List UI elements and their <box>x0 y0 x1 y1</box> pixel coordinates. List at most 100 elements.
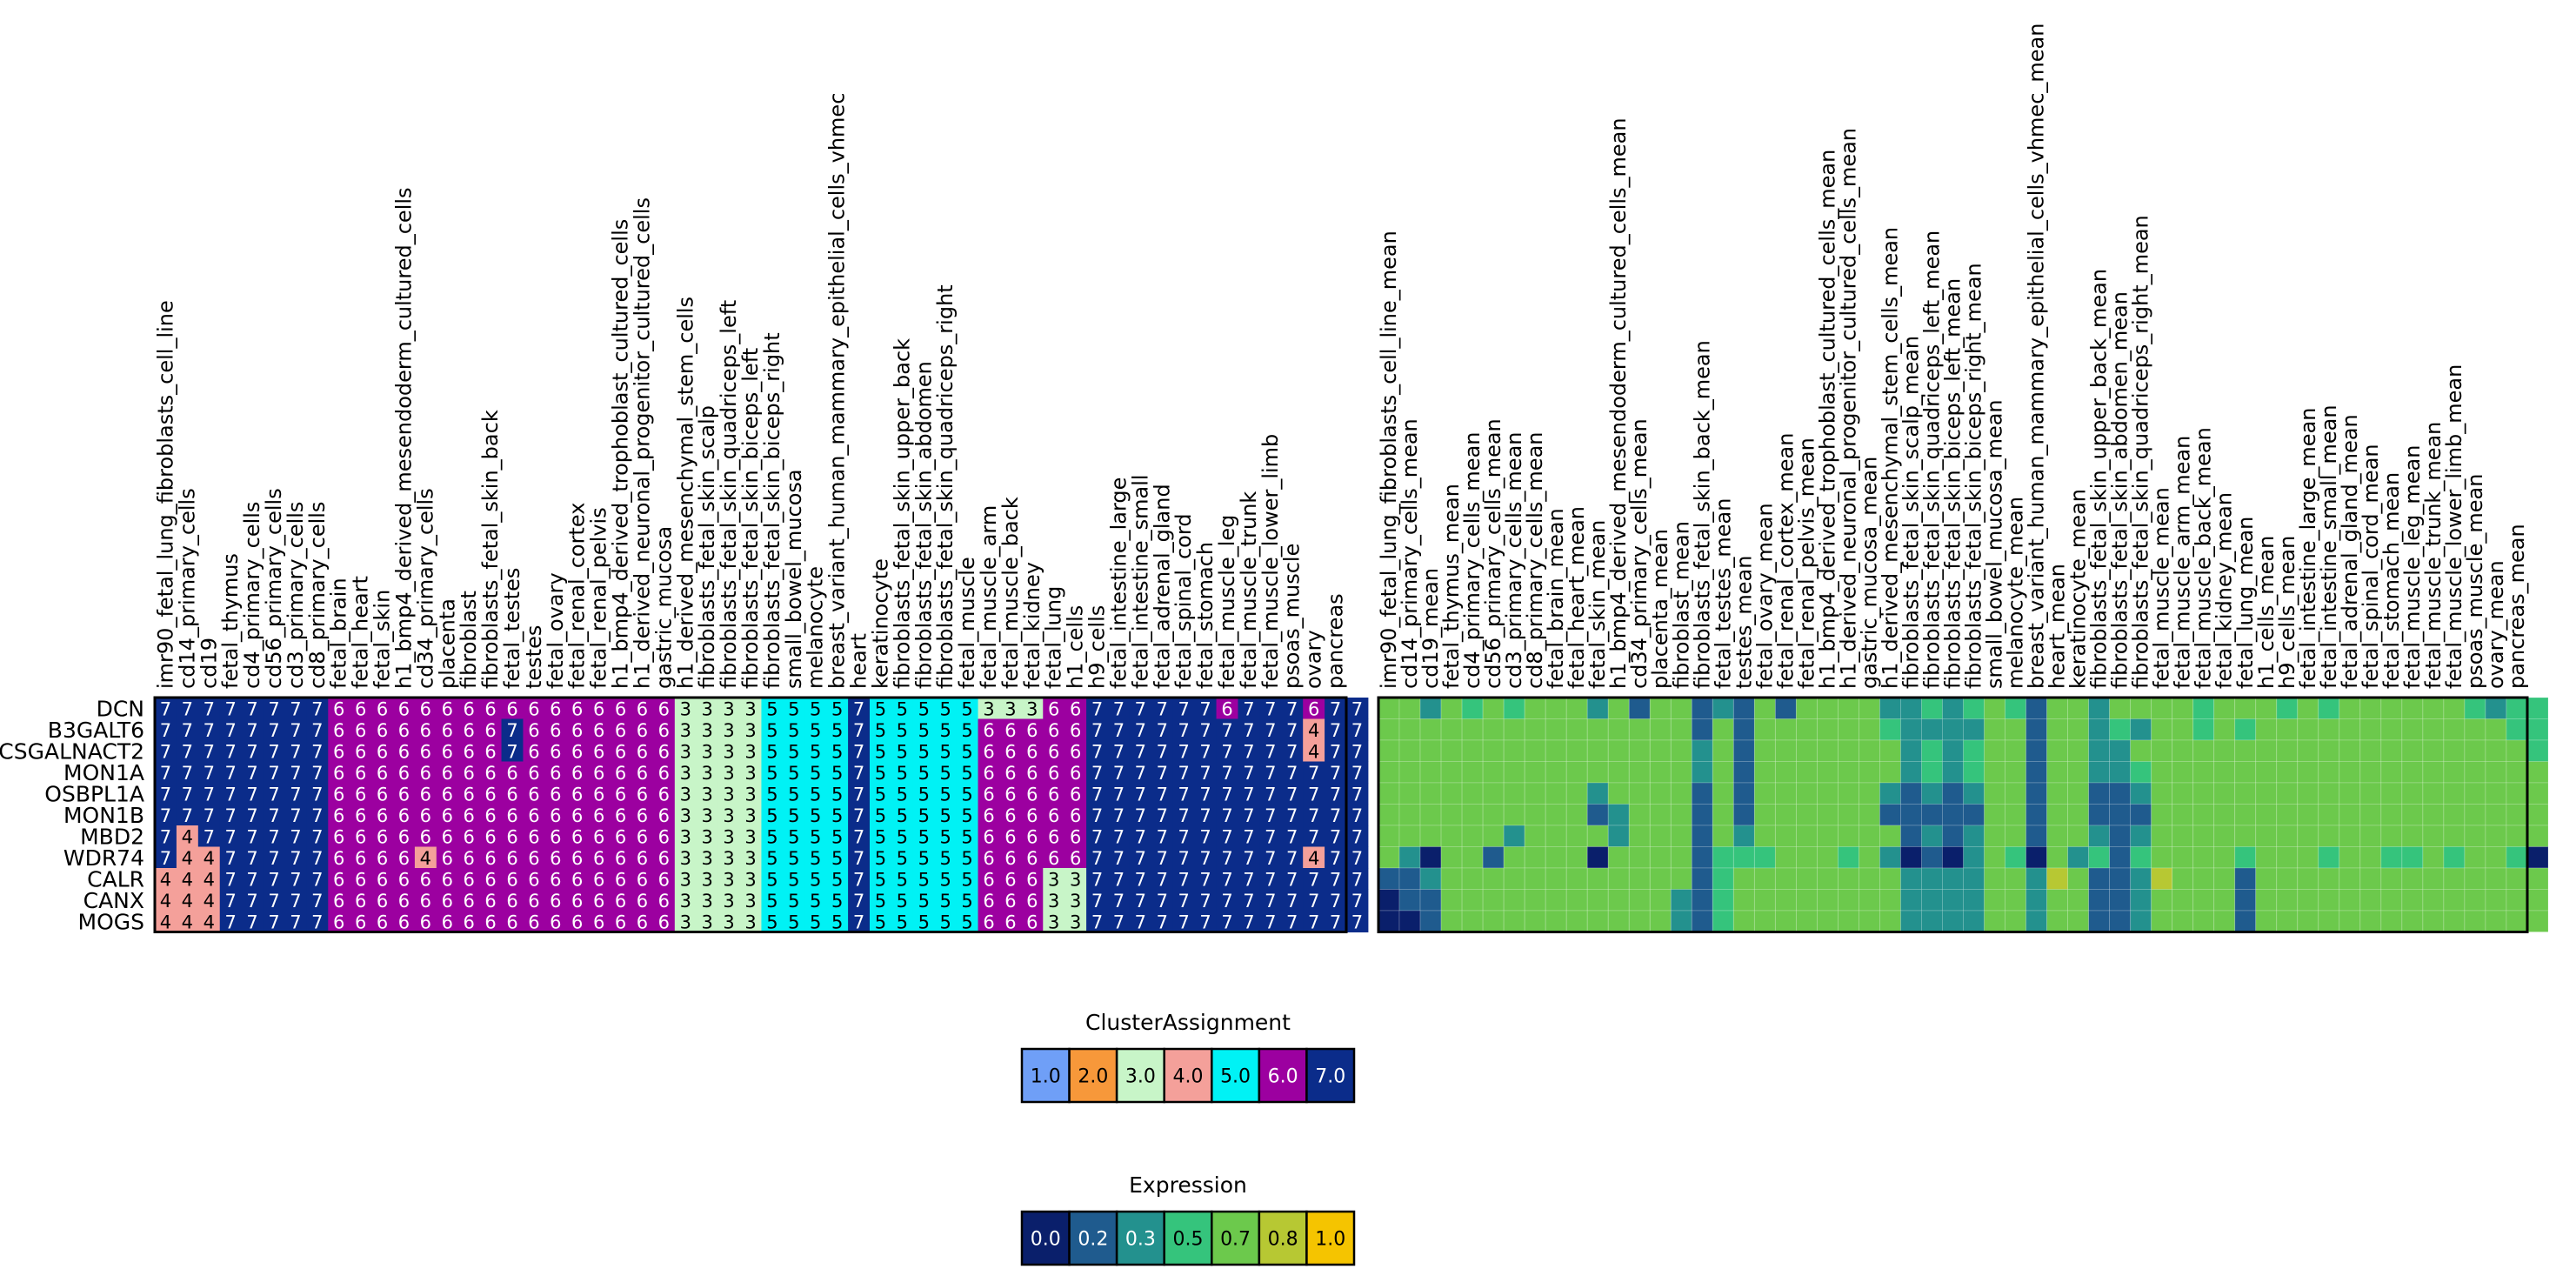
cluster-cell <box>414 740 437 762</box>
cluster-cell <box>631 825 654 847</box>
cluster-cell-label: 7 <box>311 848 323 869</box>
cluster-cell-label: 7 <box>246 784 257 805</box>
expression-cell <box>2151 910 2173 932</box>
expression-cell <box>2130 804 2152 826</box>
cluster-cell <box>306 740 329 762</box>
cluster-cell <box>155 868 177 890</box>
expression-cell <box>1545 804 1567 826</box>
cluster-cell <box>804 718 827 741</box>
expression-cell <box>1774 739 1797 762</box>
cluster-cell <box>1021 846 1044 869</box>
cluster-cell-label: 6 <box>355 720 366 741</box>
cluster-cell-label: 6 <box>398 869 410 890</box>
cluster-cell-label: 5 <box>897 891 908 912</box>
cluster-cell <box>479 889 503 912</box>
column-label: keratinocyte_mean <box>2066 489 2091 689</box>
expression-cell <box>2297 867 2319 890</box>
expression-cell <box>2339 846 2361 869</box>
cluster-cell <box>350 868 372 890</box>
cluster-cell-label: 6 <box>333 912 344 932</box>
column-label: heart <box>847 633 871 689</box>
cluster-cell <box>1172 911 1196 932</box>
cluster-cell <box>1194 825 1218 847</box>
cluster-cell-label: 5 <box>939 869 951 890</box>
expression-cell <box>2526 739 2549 762</box>
cluster-cell <box>804 804 827 826</box>
cluster-cell-label: 7 <box>853 869 864 890</box>
cluster-cell-label: 7 <box>1243 826 1254 847</box>
expression-cell <box>1607 739 1630 762</box>
cluster-cell <box>328 698 350 719</box>
row-label: MON1A <box>63 760 144 785</box>
cluster-cell <box>544 761 567 784</box>
cluster-cell-label: 5 <box>766 912 777 932</box>
expression-cell <box>1732 804 1755 826</box>
cluster-cell <box>328 911 350 932</box>
cluster-cell-label: 6 <box>1221 698 1232 719</box>
cluster-cell-label: 5 <box>766 869 777 890</box>
cluster-cell-label: 5 <box>766 763 777 784</box>
expression-cell <box>2005 804 2026 826</box>
cluster-cell <box>155 740 177 762</box>
cluster-cell-label: 7 <box>853 848 864 869</box>
cluster-cell <box>696 783 719 805</box>
expression-cell <box>2025 867 2047 890</box>
column-label: fetal_muscle_trunk <box>1237 491 1261 689</box>
expression-cell <box>1691 846 1713 869</box>
expression-cell <box>2485 910 2507 932</box>
cluster-cell-label: 6 <box>658 741 670 762</box>
expression-cell <box>1419 761 1442 784</box>
expression-cell <box>1419 867 1442 890</box>
cluster-cell-label: 7 <box>1351 763 1363 784</box>
cluster-cell <box>1172 804 1196 826</box>
expression-cell <box>2506 718 2528 741</box>
expression-cell <box>1942 782 1964 805</box>
cluster-cell-label: 3 <box>701 698 712 719</box>
cluster-cell <box>155 804 177 826</box>
cluster-cell-label: 3 <box>1048 912 1059 932</box>
expression-cell <box>1900 910 1922 932</box>
cluster-cell-label: 7 <box>182 805 193 826</box>
cluster-cell-label: 6 <box>1026 891 1038 912</box>
cluster-cell <box>544 783 567 805</box>
expression-cell <box>2046 697 2068 719</box>
column-label: fetal_ovary_mean <box>1752 503 1777 689</box>
cluster-cell <box>588 911 611 932</box>
expression-cell <box>2422 846 2445 869</box>
expression-cell <box>1816 782 1839 805</box>
expression-cell <box>1398 761 1421 784</box>
expression-cell <box>2151 718 2173 741</box>
cluster-cell <box>1043 740 1065 762</box>
expression-cell <box>2130 782 2152 805</box>
expression-cell <box>2172 718 2194 741</box>
cluster-cell <box>1194 804 1218 826</box>
expression-cell <box>1503 804 1525 826</box>
expression-cell <box>1440 782 1463 805</box>
cluster-cell <box>588 825 611 847</box>
cluster-cell-label: 3 <box>1004 698 1016 719</box>
cluster-cell-label: 7 <box>1265 741 1276 762</box>
cluster-cell-label: 7 <box>246 912 257 932</box>
cluster-cell-label: 7 <box>1135 891 1146 912</box>
cluster-cell-label: 7 <box>1286 891 1298 912</box>
cluster-cell-label: 5 <box>875 784 886 805</box>
cluster-cell <box>284 825 307 847</box>
expression-cell <box>1774 825 1797 847</box>
expression-cell <box>2485 846 2507 869</box>
expression-cell <box>1586 910 1609 932</box>
cluster-cell <box>1086 804 1109 826</box>
cluster-cell <box>934 846 958 869</box>
cluster-cell <box>371 889 394 912</box>
expression-cell <box>2088 889 2111 912</box>
cluster-cell <box>739 718 762 741</box>
cluster-cell-label: 7 <box>1265 784 1276 805</box>
cluster-cell-label: 7 <box>1286 869 1298 890</box>
expression-cell <box>2067 782 2090 805</box>
cluster-cell <box>566 911 589 932</box>
expression-cell <box>1921 739 1943 762</box>
cluster-cell-label: 7 <box>268 869 279 890</box>
expression-cell <box>2339 782 2361 805</box>
cluster-cell-label: 6 <box>528 848 539 869</box>
cluster-cell <box>501 911 524 932</box>
cluster-cell <box>848 846 871 869</box>
